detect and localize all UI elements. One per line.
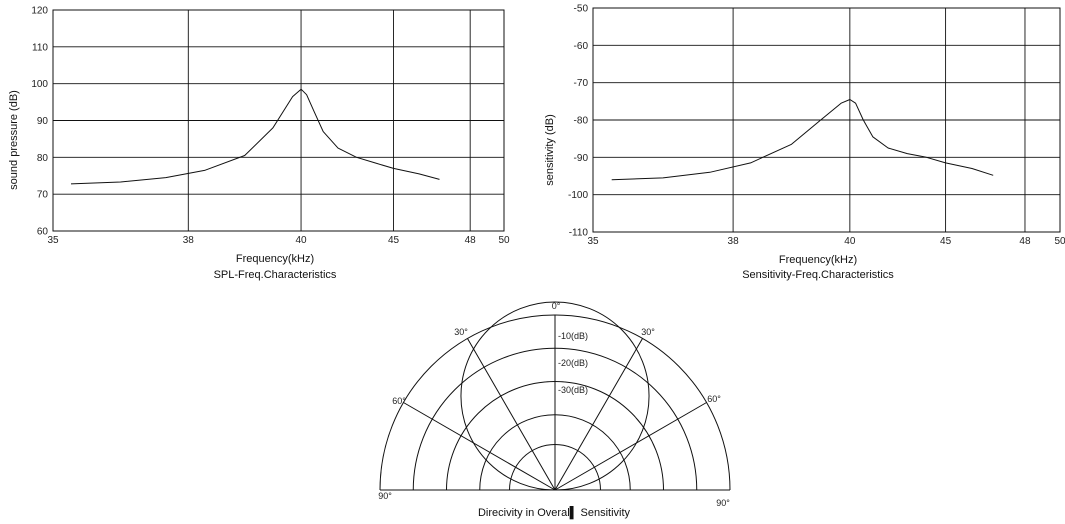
directivity-caption: Direcivity in Overal▌ Sensitivity [478, 505, 631, 520]
angle-label-60-left: 60° [392, 396, 406, 406]
spl-x-ticks: 35 38 40 45 48 50 [47, 235, 510, 246]
spl-y-axis-title: sound pressure (dB) [8, 90, 20, 190]
spl-x-tick-label: 38 [183, 235, 195, 246]
ring-label-30db: -30(dB) [558, 385, 588, 395]
angle-label-90-left: 90° [378, 491, 392, 501]
spl-grid [52, 9, 505, 232]
spl-series [70, 88, 440, 185]
polar-spoke [467, 338, 556, 491]
spl-y-tick-label: 110 [32, 42, 48, 53]
angle-label-60-right: 60° [707, 394, 721, 404]
sensitivity-x-ticks: 35 38 40 45 48 50 [587, 236, 1065, 247]
spl-y-tick-label: 120 [31, 6, 48, 17]
sensitivity-y-tick-label: -100 [568, 190, 588, 201]
spl-y-tick-label: 90 [37, 116, 49, 127]
angle-label-30-right: 30° [641, 327, 655, 337]
sensitivity-y-axis-title: sensitivity (dB) [544, 114, 556, 186]
polar-spoke [403, 402, 556, 491]
sensitivity-x-tick-label: 45 [940, 236, 952, 247]
sensitivity-chart-caption: Sensitivity-Freq.Characteristics [742, 269, 894, 281]
spl-x-tick-label: 48 [465, 235, 477, 246]
spl-frequency-chart: 60 70 80 90 100 110 120 35 38 40 45 48 50 sound pre… [8, 6, 510, 282]
sensitivity-x-tick-label: 48 [1019, 236, 1031, 247]
sensitivity-y-tick-label: -70 [574, 78, 589, 89]
sensitivity-y-ticks: -110 -100 -90 -80 -70 -60 -50 [568, 4, 588, 239]
polar-spoke [554, 402, 707, 491]
sensitivity-series [611, 99, 994, 181]
spl-y-tick-label: 60 [37, 227, 49, 238]
sensitivity-x-tick-label: 50 [1054, 236, 1065, 247]
polar-spokes [380, 315, 730, 491]
sensitivity-y-tick-label: -60 [574, 41, 589, 52]
spl-y-tick-label: 80 [37, 153, 49, 164]
angle-label-0: 0° [552, 301, 561, 311]
spl-y-tick-label: 100 [31, 79, 48, 90]
sensitivity-x-tick-label: 38 [728, 236, 740, 247]
spl-y-tick-label: 70 [37, 190, 49, 201]
sensitivity-response-line [611, 99, 994, 181]
spl-chart-caption: SPL-Freq.Characteristics [214, 269, 337, 281]
spl-x-axis-title: Frequency(kHz) [236, 253, 314, 265]
angle-label-30-left: 30° [454, 327, 468, 337]
sensitivity-y-tick-label: -110 [569, 228, 589, 239]
spl-x-tick-label: 35 [47, 235, 59, 246]
sensitivity-frequency-chart: -110 -100 -90 -80 -70 -60 -50 35 38 40 45 48 50 sen… [544, 4, 1065, 282]
sensitivity-x-axis-title: Frequency(kHz) [779, 254, 857, 266]
sensitivity-x-tick-label: 40 [844, 236, 856, 247]
spl-x-tick-label: 50 [498, 235, 510, 246]
sensitivity-y-tick-label: -80 [574, 116, 589, 127]
sensitivity-x-tick-label: 35 [587, 236, 599, 247]
directivity-polar-chart: 0° 30° 30° 60° 60° 90° 90° -10(dB) -20(d… [378, 301, 731, 520]
ring-label-20db: -20(dB) [558, 358, 588, 368]
sensitivity-y-tick-label: -50 [574, 4, 589, 15]
spl-y-ticks: 60 70 80 90 100 110 120 [31, 6, 48, 238]
angle-label-90-right: 90° [716, 498, 730, 508]
spl-response-line [70, 88, 440, 185]
spl-x-tick-label: 40 [295, 235, 307, 246]
sensitivity-y-tick-label: -90 [574, 153, 589, 164]
directivity-pattern [460, 301, 650, 491]
sensitivity-grid [592, 7, 1061, 233]
polar-spoke [554, 338, 643, 491]
ring-label-10db: -10(dB) [558, 331, 588, 341]
spl-x-tick-label: 45 [388, 235, 400, 246]
